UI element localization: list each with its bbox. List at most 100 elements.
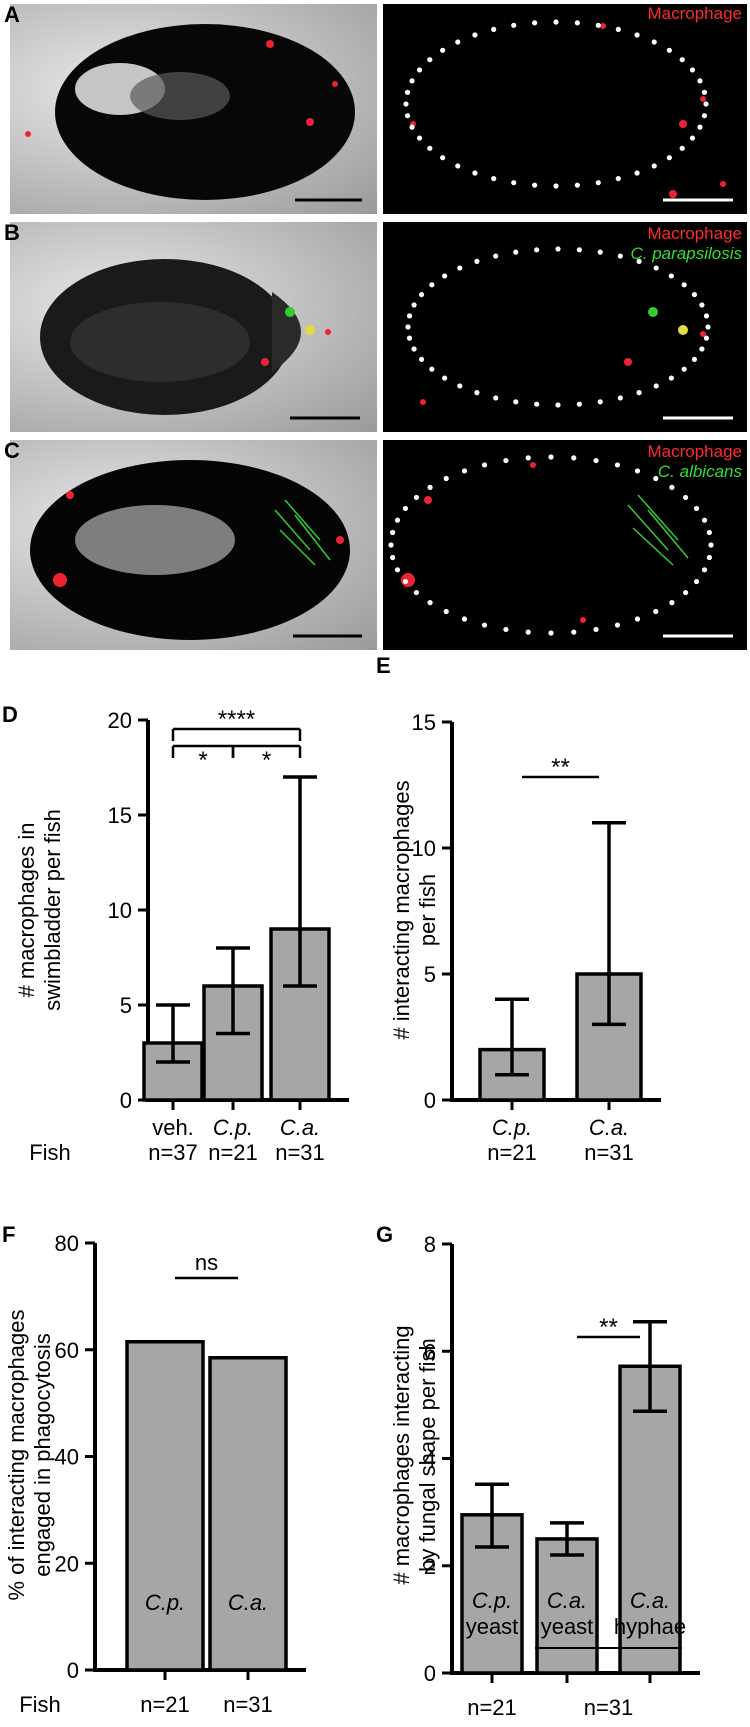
outline-dot bbox=[409, 124, 415, 130]
outline-dot bbox=[553, 19, 559, 25]
outline-dot bbox=[525, 629, 531, 635]
outline-dot bbox=[394, 517, 401, 523]
outline-dot bbox=[427, 145, 433, 151]
outline-dot bbox=[513, 249, 519, 255]
n-label: n=31 bbox=[584, 1695, 634, 1720]
category-label: C.a. bbox=[280, 1115, 320, 1140]
outline-dot bbox=[651, 39, 657, 45]
outline-dot bbox=[418, 356, 425, 363]
outline-dot bbox=[409, 78, 415, 84]
y-tick-label: 0 bbox=[424, 1661, 436, 1686]
panel-letter-c: C bbox=[4, 438, 20, 463]
outline-dot bbox=[666, 155, 672, 161]
outline-dot bbox=[472, 32, 478, 38]
outline-dot bbox=[548, 630, 554, 636]
panel-c-fluorescence bbox=[383, 440, 747, 650]
panel-letter-e: E bbox=[376, 653, 391, 678]
category-label: C.a. bbox=[630, 1588, 670, 1613]
outline-dot bbox=[634, 32, 640, 38]
n-label: n=21 bbox=[467, 1695, 517, 1720]
fluorescence-image-b bbox=[405, 246, 733, 420]
outline-dot bbox=[681, 282, 687, 288]
outline-dot bbox=[394, 567, 401, 573]
outline-dot bbox=[406, 313, 413, 319]
y-tick-label: 80 bbox=[55, 1231, 79, 1256]
outline-dot bbox=[513, 399, 519, 405]
legend-label-c-1: C. albicans bbox=[657, 462, 742, 481]
outline-dot bbox=[576, 401, 582, 407]
outline-dot bbox=[534, 247, 540, 253]
legend-label-b-0: Macrophage bbox=[647, 224, 742, 243]
y-axis-label: swimbladder per fish bbox=[40, 809, 65, 1011]
outline-dot bbox=[634, 468, 641, 474]
outline-dot bbox=[511, 180, 517, 186]
outline-dot bbox=[491, 175, 497, 182]
outline-dot bbox=[614, 462, 621, 468]
outline-dot bbox=[405, 324, 411, 330]
fluorescence-image-c bbox=[388, 454, 733, 638]
outline-dot bbox=[703, 101, 709, 107]
bar bbox=[535, 1537, 599, 1675]
outline-dot bbox=[691, 291, 698, 298]
outline-dot bbox=[617, 253, 623, 259]
panel-letter-b: B bbox=[4, 220, 20, 245]
outline-dot bbox=[701, 517, 708, 523]
outline-dot bbox=[491, 26, 497, 33]
outline-dot bbox=[595, 180, 601, 186]
panel-b-brightfield bbox=[10, 222, 377, 432]
outline-dot bbox=[442, 273, 448, 279]
significance-label: **** bbox=[218, 706, 255, 733]
outline-dot bbox=[705, 324, 711, 330]
bar bbox=[125, 1339, 205, 1672]
outline-dot bbox=[703, 313, 710, 319]
legend-b: Macrophage C. parapsilosis bbox=[631, 224, 743, 264]
y-axis-label: per fish bbox=[415, 874, 440, 946]
outline-dot bbox=[532, 20, 538, 26]
y-axis-label: engaged in phagocytosis bbox=[30, 1333, 55, 1576]
outline-dot bbox=[404, 89, 411, 95]
outline-dot bbox=[429, 366, 435, 372]
outline-dot bbox=[553, 183, 559, 189]
outline-dot bbox=[669, 484, 675, 490]
outline-dot bbox=[555, 246, 561, 252]
y-tick-label: 2 bbox=[424, 1554, 436, 1579]
significance-label: ** bbox=[551, 754, 570, 781]
category-label: C.p. bbox=[213, 1115, 253, 1140]
outline-dot bbox=[617, 395, 623, 401]
outline-dot bbox=[416, 67, 423, 73]
outline-dot bbox=[615, 26, 621, 33]
significance-label: * bbox=[262, 747, 271, 774]
outline-dot bbox=[703, 335, 710, 341]
y-tick-label: 20 bbox=[108, 708, 132, 733]
y-axis-label: # interacting macrophages bbox=[389, 780, 414, 1039]
outline-dot bbox=[701, 113, 708, 119]
outline-dot bbox=[440, 155, 446, 161]
legend-label-b-1: C. parapsilosis bbox=[630, 244, 743, 263]
y-tick-label: 5 bbox=[120, 993, 132, 1018]
outline-dot bbox=[668, 375, 674, 381]
panel-a-fluorescence bbox=[383, 4, 747, 214]
y-tick-label: 5 bbox=[424, 962, 436, 987]
y-tick-label: 20 bbox=[55, 1551, 79, 1576]
brightfield-image-a bbox=[25, 24, 362, 202]
outline-dot bbox=[679, 145, 685, 151]
fluorescence-image-a bbox=[403, 19, 733, 202]
outline-dot bbox=[481, 622, 488, 628]
panel-b-fluorescence bbox=[383, 222, 747, 432]
outline-dot bbox=[595, 22, 601, 28]
outline-dot bbox=[683, 494, 689, 501]
outline-dot bbox=[699, 302, 705, 308]
outline-dot bbox=[548, 454, 554, 460]
n-label: n=37 bbox=[148, 1140, 198, 1165]
outline-dot bbox=[571, 455, 577, 461]
outline-dot bbox=[511, 22, 517, 28]
outline-dot bbox=[706, 554, 712, 561]
outline-dot bbox=[683, 589, 689, 596]
outline-dot bbox=[443, 475, 449, 482]
y-axis-label: by fungal shape per fish bbox=[415, 1338, 440, 1572]
outline-dot bbox=[390, 554, 396, 561]
outline-dot bbox=[653, 265, 659, 271]
category-label: C.a. bbox=[589, 1115, 629, 1140]
significance-label: ns bbox=[195, 1250, 218, 1275]
n-label: n=31 bbox=[584, 1140, 634, 1165]
